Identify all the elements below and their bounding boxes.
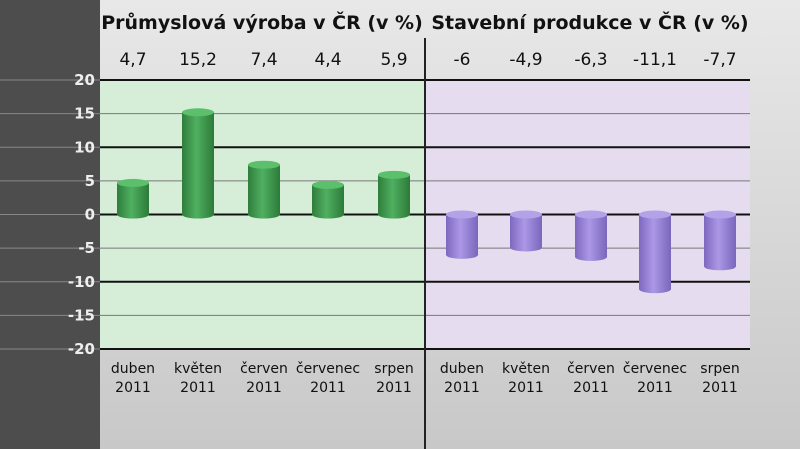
- value-label: -4,9: [509, 50, 542, 70]
- category-label-year: 2011: [573, 380, 609, 396]
- value-label: 4,7: [119, 50, 146, 70]
- bar-top-cap: [378, 170, 410, 179]
- bar-top-cap: [510, 210, 542, 219]
- bar-top-cap: [639, 210, 671, 219]
- bar-bottom-cap: [117, 210, 149, 219]
- category-label-year: 2011: [310, 380, 346, 396]
- category-label-month: květen: [174, 361, 222, 377]
- title-construction: Stavební produkce v ČR (v %): [431, 10, 748, 34]
- bar-bottom-cap: [312, 210, 344, 219]
- category-label-month: červenec: [296, 361, 360, 377]
- value-label: 5,9: [380, 50, 407, 70]
- category-label-month: duben: [111, 361, 155, 377]
- bar: [248, 160, 280, 219]
- bar-bottom-cap: [704, 262, 736, 271]
- value-label: 15,2: [179, 50, 217, 70]
- bar-top-cap: [248, 160, 280, 169]
- bar: [704, 210, 736, 271]
- bar-body: [182, 112, 214, 215]
- bar-top-cap: [575, 210, 607, 219]
- bar: [575, 210, 607, 261]
- category-label-year: 2011: [115, 380, 151, 396]
- left-strip: [0, 0, 100, 449]
- bar-top-cap: [704, 210, 736, 219]
- y-tick-label: -10: [68, 273, 95, 291]
- value-label: -11,1: [633, 50, 677, 70]
- y-tick-label: -5: [78, 239, 95, 257]
- category-label-month: srpen: [374, 361, 413, 377]
- bar-bottom-cap: [248, 210, 280, 219]
- category-label-month: červenec: [623, 361, 687, 377]
- bar: [378, 170, 410, 219]
- y-tick-label: 5: [85, 172, 95, 190]
- category-label-year: 2011: [637, 380, 673, 396]
- bar-top-cap: [446, 210, 478, 219]
- bar-bottom-cap: [446, 250, 478, 259]
- bar: [639, 210, 671, 294]
- value-label: -7,7: [703, 50, 736, 70]
- title-industry: Průmyslová výroba v ČR (v %): [101, 10, 423, 34]
- value-label: 4,4: [314, 50, 341, 70]
- bar-body: [704, 214, 736, 267]
- category-label-year: 2011: [508, 380, 544, 396]
- bar: [510, 210, 542, 252]
- bar-body: [639, 214, 671, 290]
- category-label-month: červen: [240, 361, 288, 377]
- bar: [446, 210, 478, 259]
- value-label: -6: [454, 50, 471, 70]
- bar-bottom-cap: [510, 243, 542, 252]
- category-label-year: 2011: [180, 380, 216, 396]
- category-label-month: červen: [567, 361, 615, 377]
- bar-top-cap: [117, 178, 149, 187]
- bar: [312, 180, 344, 219]
- category-label-year: 2011: [246, 380, 282, 396]
- bar-body: [248, 164, 280, 215]
- y-tick-label: 20: [74, 71, 95, 89]
- bar-bottom-cap: [378, 210, 410, 219]
- y-tick-label: -20: [68, 340, 95, 358]
- bar-body: [446, 214, 478, 255]
- bar: [117, 178, 149, 219]
- bar-body: [510, 214, 542, 248]
- category-label-year: 2011: [444, 380, 480, 396]
- bar-top-cap: [312, 180, 344, 189]
- bar-bottom-cap: [575, 252, 607, 261]
- y-tick-label: -15: [68, 306, 95, 324]
- bar-body: [378, 174, 410, 215]
- category-label-month: srpen: [700, 361, 739, 377]
- y-tick-label: 0: [85, 206, 95, 224]
- bar-body: [575, 214, 607, 257]
- value-label: -6,3: [574, 50, 607, 70]
- category-label-month: květen: [502, 361, 550, 377]
- value-label: 7,4: [250, 50, 277, 70]
- category-label-year: 2011: [702, 380, 738, 396]
- bar: [182, 108, 214, 219]
- bar-body: [117, 182, 149, 215]
- y-tick-label: 10: [74, 138, 95, 156]
- bar-bottom-cap: [639, 285, 671, 294]
- bar-top-cap: [182, 108, 214, 117]
- category-label-month: duben: [440, 361, 484, 377]
- y-tick-label: 15: [74, 105, 95, 123]
- category-label-year: 2011: [376, 380, 412, 396]
- bar-bottom-cap: [182, 210, 214, 219]
- bar-body: [312, 184, 344, 215]
